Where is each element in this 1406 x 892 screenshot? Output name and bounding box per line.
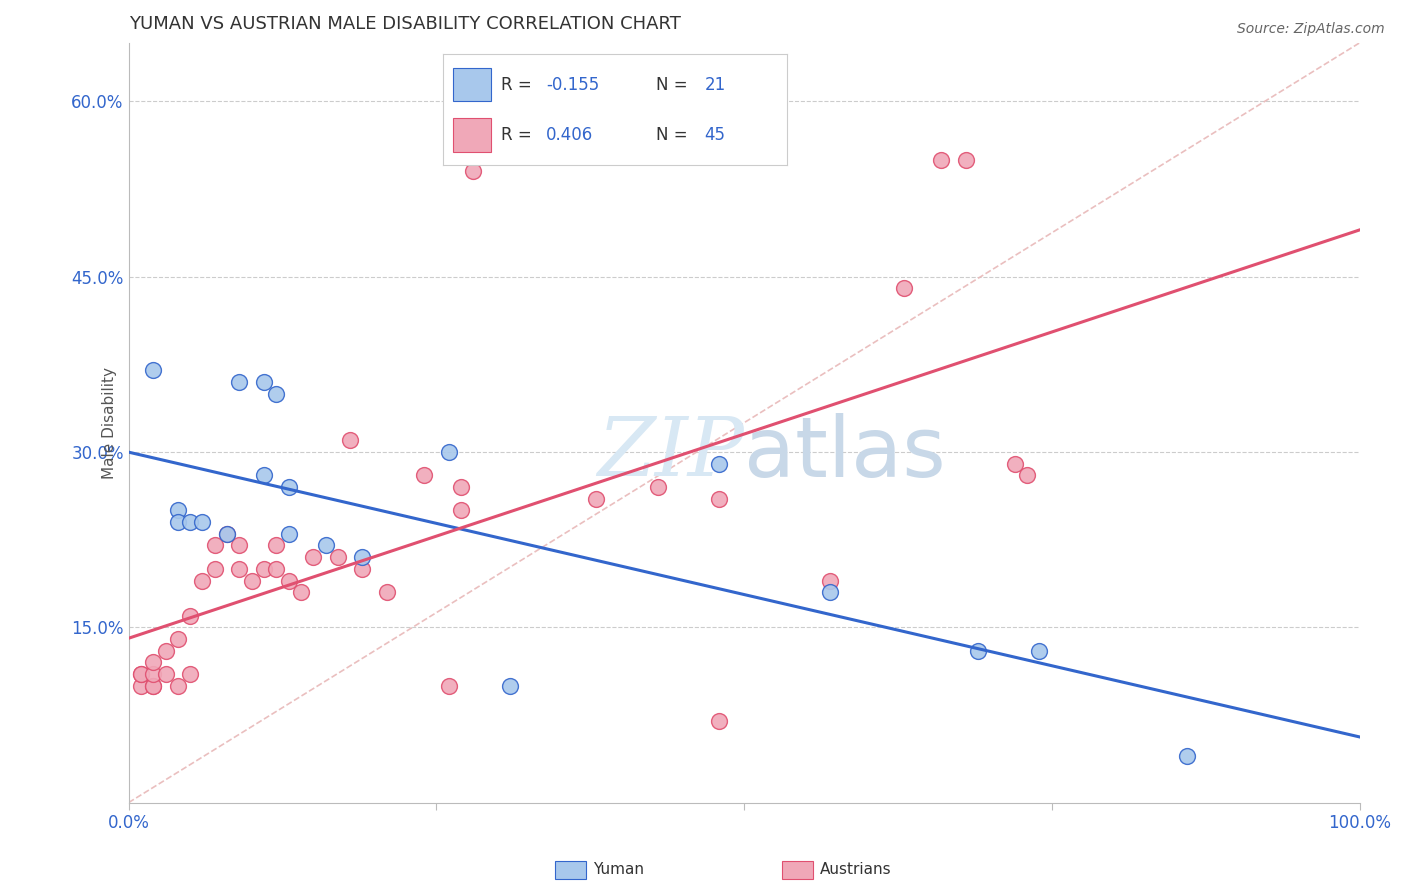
Point [450,480,472,494]
Point [893,281,915,295]
Point [240,574,263,588]
Text: R =: R = [502,76,537,94]
Point [266,562,288,576]
Point [437,445,460,459]
Point [585,491,607,506]
Point [253,562,276,576]
Point [437,679,460,693]
Point [166,679,188,693]
Text: -0.155: -0.155 [546,76,599,94]
Point [315,539,337,553]
Text: Source: ZipAtlas.com: Source: ZipAtlas.com [1237,22,1385,37]
Point [129,667,152,681]
Point [290,585,312,599]
Point [499,679,522,693]
Point [155,643,177,657]
Point [463,164,485,178]
Point [352,562,374,576]
Point [709,457,731,471]
Text: YUMAN VS AUSTRIAN MALE DISABILITY CORRELATION CHART: YUMAN VS AUSTRIAN MALE DISABILITY CORREL… [128,15,681,33]
Point [709,714,731,728]
Point [647,480,669,494]
Text: Austrians: Austrians [820,863,891,877]
Point [818,585,841,599]
Point [1028,643,1050,657]
Text: 0.406: 0.406 [546,126,593,144]
Point [129,679,152,693]
Point [129,667,152,681]
Point [1017,468,1039,483]
Point [326,550,349,565]
Point [302,550,325,565]
Point [142,656,165,670]
Point [967,643,990,657]
Point [266,386,288,401]
Point [277,526,299,541]
Point [413,468,436,483]
Point [179,515,201,529]
Point [166,632,188,646]
Point [450,503,472,517]
Point [339,434,361,448]
Point [142,679,165,693]
Point [142,679,165,693]
Text: ZIP: ZIP [598,413,744,493]
Text: 45: 45 [704,126,725,144]
Point [228,539,250,553]
Point [142,363,165,377]
Text: Yuman: Yuman [593,863,644,877]
Point [929,153,952,167]
Text: atlas: atlas [744,413,946,493]
Point [228,375,250,389]
Text: N =: N = [657,76,693,94]
Point [217,526,239,541]
Point [352,550,374,565]
Point [204,562,226,576]
Point [204,539,226,553]
Y-axis label: Male Disability: Male Disability [103,367,118,479]
Point [155,667,177,681]
Point [228,562,250,576]
Point [217,526,239,541]
Point [166,503,188,517]
Text: 21: 21 [704,76,725,94]
Point [142,667,165,681]
Point [191,574,214,588]
Point [709,491,731,506]
Point [955,153,977,167]
Point [1175,748,1198,763]
Point [179,608,201,623]
FancyBboxPatch shape [453,68,491,102]
Point [375,585,398,599]
Point [277,480,299,494]
Point [277,574,299,588]
FancyBboxPatch shape [453,119,491,152]
Point [179,667,201,681]
Text: N =: N = [657,126,693,144]
Point [253,375,276,389]
Point [1004,457,1026,471]
Point [266,539,288,553]
Point [191,515,214,529]
Text: R =: R = [502,126,537,144]
Point [818,574,841,588]
Point [253,468,276,483]
Point [166,515,188,529]
